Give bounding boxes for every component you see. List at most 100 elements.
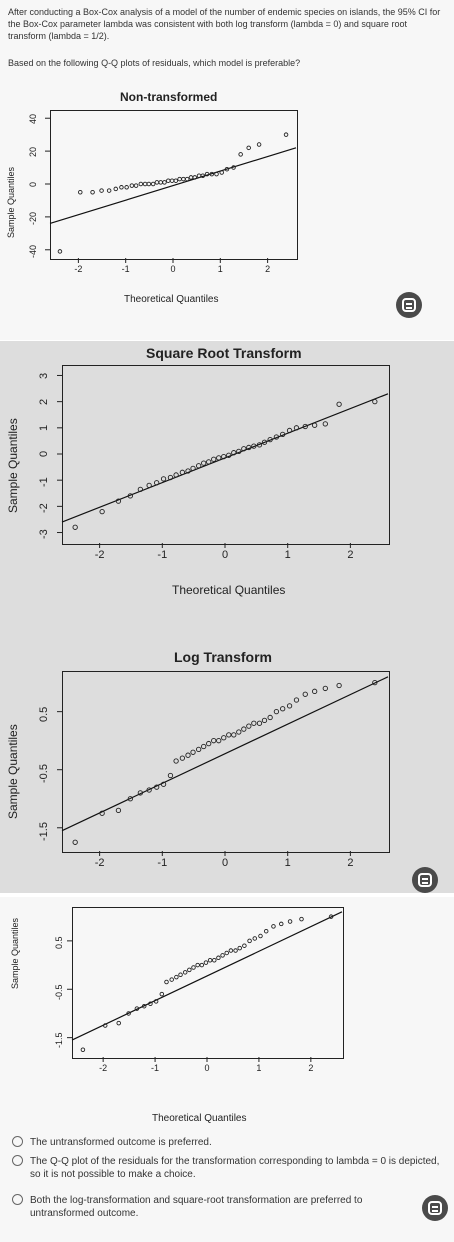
x-tick-label: -1: [157, 857, 168, 869]
data-point: [190, 749, 196, 755]
data-point: [214, 171, 219, 177]
data-point: [167, 474, 174, 481]
y-tick-label: 1: [38, 424, 50, 432]
option-label: The Q-Q plot of the residuals for the tr…: [30, 1156, 440, 1180]
data-point: [179, 469, 186, 475]
x-axis-label: Theoretical Quantiles: [172, 583, 286, 597]
data-point: [224, 166, 230, 172]
data-point: [169, 977, 174, 982]
data-point: [137, 486, 144, 492]
data-point: [336, 401, 342, 407]
data-point: [204, 171, 210, 177]
reference-line: [61, 676, 389, 832]
question-block: After conducting a Box-Cox analysis of a…: [0, 0, 454, 340]
data-point: [287, 919, 293, 924]
y-axis-label: Sample Quantiles: [6, 724, 20, 819]
x-tick-label: 0: [221, 549, 229, 561]
y-tick-label: -1: [38, 476, 50, 487]
data-point: [196, 746, 202, 753]
data-point: [311, 688, 318, 694]
qq-plot-log-detail: [67, 911, 343, 1062]
answer-block: Sample Quantiles Theoretical Quantiles T…: [0, 897, 454, 1242]
data-point: [209, 171, 215, 177]
data-point: [179, 755, 186, 761]
data-point: [293, 425, 300, 431]
option-label: The untransformed outcome is preferred.: [30, 1137, 212, 1148]
data-point: [115, 498, 122, 504]
data-point: [211, 738, 217, 744]
data-point: [226, 732, 232, 738]
data-point: [328, 914, 334, 919]
data-point: [124, 185, 129, 190]
x-tick-label: 0: [221, 857, 229, 869]
data-point: [191, 965, 196, 970]
data-point: [146, 482, 152, 489]
x-tick-label: 0: [204, 1063, 210, 1073]
google-lens-icon[interactable]: [396, 292, 422, 318]
google-lens-icon[interactable]: [422, 1195, 448, 1221]
data-point: [236, 448, 242, 455]
qq-plot-square-root: [57, 374, 389, 548]
x-tick-label: 1: [284, 549, 291, 561]
data-point: [241, 726, 247, 732]
radio-button[interactable]: [12, 1155, 23, 1166]
data-point: [142, 181, 148, 187]
y-tick-label: -1.5: [38, 822, 50, 841]
y-tick-label: 40: [28, 113, 38, 124]
data-point: [146, 181, 152, 187]
radio-button[interactable]: [12, 1194, 23, 1205]
data-point: [256, 442, 263, 448]
data-point: [238, 152, 243, 157]
radio-button[interactable]: [12, 1136, 23, 1147]
y-tick-label: 2: [38, 398, 50, 405]
x-tick-label: -1: [151, 1063, 160, 1073]
data-point: [127, 493, 133, 499]
data-point: [119, 185, 124, 190]
reference-line: [71, 911, 343, 1041]
data-point: [99, 810, 105, 816]
data-point: [280, 706, 286, 712]
data-point: [158, 180, 163, 185]
y-tick-label: -40: [28, 244, 38, 258]
data-point: [127, 796, 133, 802]
data-point: [271, 924, 276, 929]
plot-title: Log Transform: [174, 649, 273, 665]
x-axis-label: Theoretical Quantiles: [124, 294, 219, 305]
data-point: [216, 955, 221, 961]
x-tick-label: -1: [157, 549, 168, 561]
data-point: [192, 175, 198, 180]
data-point: [182, 970, 188, 975]
data-point: [221, 453, 227, 460]
data-point: [190, 465, 196, 472]
data-point: [216, 455, 222, 461]
data-point: [256, 720, 263, 726]
data-point: [116, 1020, 121, 1026]
data-point: [322, 685, 328, 692]
data-point: [115, 807, 122, 814]
data-point: [201, 743, 207, 750]
x-tick-label: -2: [94, 857, 105, 869]
data-point: [126, 1011, 131, 1016]
y-tick-label: 0: [28, 181, 38, 187]
plot-title: Square Root Transform: [146, 345, 302, 361]
data-point: [154, 784, 160, 790]
x-tick-label: 2: [308, 1063, 314, 1073]
y-axis-label: Sample Quantiles: [6, 166, 16, 238]
data-point: [129, 183, 135, 188]
data-point: [263, 928, 269, 934]
data-point: [106, 188, 112, 193]
data-point: [231, 165, 236, 170]
data-point: [252, 936, 258, 941]
data-point: [167, 772, 174, 779]
data-point: [231, 732, 237, 738]
google-lens-icon[interactable]: [412, 867, 438, 893]
data-point: [178, 972, 183, 977]
data-point: [99, 508, 105, 515]
data-point: [177, 176, 182, 182]
data-point: [267, 436, 273, 443]
y-tick-label: 20: [28, 146, 38, 157]
data-point: [159, 991, 165, 997]
data-point: [246, 723, 252, 729]
data-point: [258, 933, 263, 939]
data-point: [160, 781, 167, 787]
